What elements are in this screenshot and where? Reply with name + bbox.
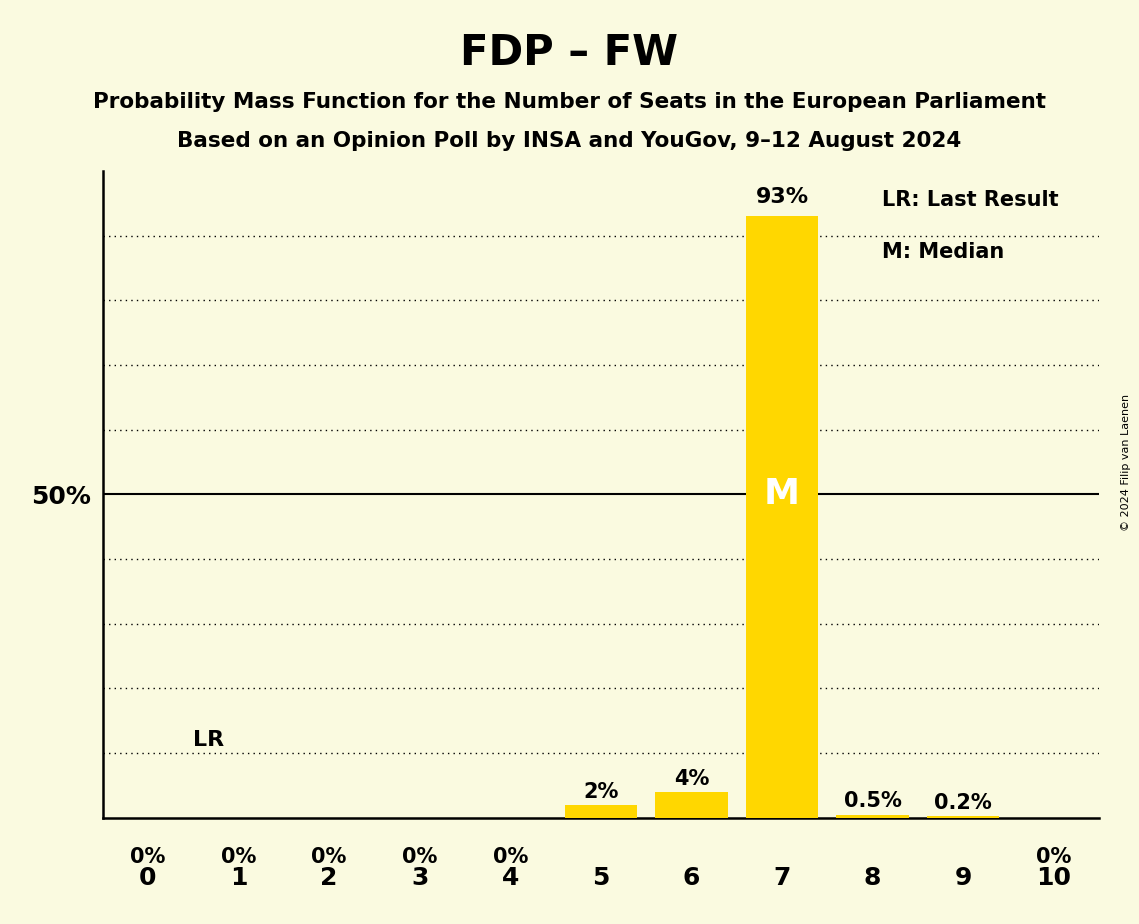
Text: © 2024 Filip van Laenen: © 2024 Filip van Laenen <box>1121 394 1131 530</box>
Text: 0%: 0% <box>311 846 346 867</box>
Text: LR: Last Result: LR: Last Result <box>882 190 1058 211</box>
Text: LR: LR <box>194 730 224 750</box>
Bar <box>746 216 818 818</box>
Text: 0%: 0% <box>1036 846 1072 867</box>
Text: 0.2%: 0.2% <box>934 793 992 813</box>
Bar <box>836 815 909 818</box>
Text: Probability Mass Function for the Number of Seats in the European Parliament: Probability Mass Function for the Number… <box>93 92 1046 113</box>
Text: 4%: 4% <box>674 769 710 789</box>
Text: 0.5%: 0.5% <box>844 791 902 811</box>
Text: 0%: 0% <box>221 846 256 867</box>
Text: 2%: 2% <box>583 782 618 802</box>
Text: FDP – FW: FDP – FW <box>460 32 679 74</box>
Bar <box>655 792 728 818</box>
Text: 93%: 93% <box>755 187 809 207</box>
Text: 0%: 0% <box>492 846 527 867</box>
Bar <box>565 805 637 818</box>
Text: M: Median: M: Median <box>882 242 1003 262</box>
Text: Based on an Opinion Poll by INSA and YouGov, 9–12 August 2024: Based on an Opinion Poll by INSA and You… <box>178 131 961 152</box>
Text: 0%: 0% <box>402 846 437 867</box>
Text: M: M <box>764 478 800 511</box>
Text: 0%: 0% <box>130 846 165 867</box>
Bar <box>927 817 1000 818</box>
